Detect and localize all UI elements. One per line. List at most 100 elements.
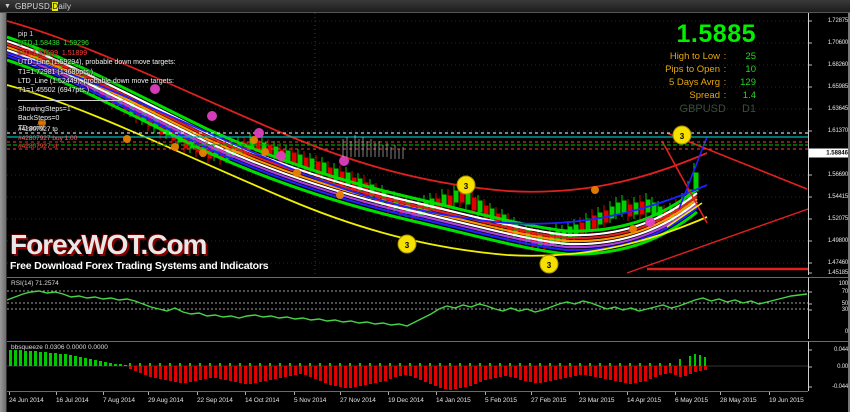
chevron-down-icon[interactable]: ▼ [4,2,11,10]
svg-text:3: 3 [405,241,410,250]
rsi-line [7,290,808,327]
utd-target-text: T1=1.72981 (13686pts.) [18,68,93,76]
stat-colon: : [723,90,727,101]
price-tick: 1.70600 [827,40,848,46]
stat-value: 25 [745,51,756,62]
price-tick: 1.56690 [827,172,848,178]
symbol-timeframe: GBPUSD D1 [665,103,756,115]
price-tick: 1.68260 [827,62,848,68]
rsi-tick: 50 [841,301,848,307]
date-tick: 6 May 2015 [675,397,708,404]
lower-envelope [7,84,708,257]
rsi-indicator-pane[interactable]: RSI(14) 71.2574 [7,277,808,339]
price-chart-pane[interactable]: 3 3 3 3 pip 1 UTD 1.58438 1.59296 [7,13,808,275]
date-tick: 27 Nov 2014 [340,397,376,404]
ltd-target-text: T1=1.45502 (6947pts.) [18,87,90,95]
signal-markers: 3 3 3 3 [397,125,692,274]
date-tick: 5 Feb 2015 [485,397,517,404]
rsi-tick: 0 [844,329,848,335]
mid-envelope [7,52,708,225]
date-tick: 14 Jan 2015 [436,397,471,404]
date-axis[interactable]: 24 Jun 2014 16 Jul 2014 7 Aug 2014 29 Au… [7,391,808,412]
back-steps-text: BackSteps=0 [18,115,60,123]
stat-value: 10 [745,64,756,75]
showing-steps-text: ShowingSteps=1 [18,105,71,113]
watermark-subtitle: Free Download Forex Trading Systems and … [10,260,269,272]
squeeze-positive-bars [9,350,127,366]
date-tick: 19 Jun 2015 [769,397,804,404]
stat-colon: : [723,64,727,75]
date-tick: 29 Aug 2014 [148,397,184,404]
price-tick: 1.65985 [827,84,848,90]
utd-row: UTD 1.58438 1.59296 [18,40,89,48]
stat-label: 5 Days Avrg [668,77,720,88]
price-info-panel-right: 1.5885 High to Low : 25 Pips to Open : 1… [665,21,756,115]
order-label-buy[interactable]: #42807927 buy 1.00 [18,135,78,142]
stat-row-pips-to-open: Pips to Open : 10 [665,63,756,76]
indicator-info-panel-left: pip 1 UTD 1.58438 1.59296 LTD 1.51699 1.… [18,30,176,133]
current-price: 1.5885 [676,20,756,48]
date-tick: 5 Nov 2014 [294,397,327,404]
price-tick: 1.47460 [827,260,848,266]
date-tick: 14 Apr 2015 [627,397,661,404]
timeframe-label: D1 [741,103,756,115]
stat-label: High to Low [669,51,720,62]
current-price-tag: 1.58846 [809,148,850,158]
info-header: pip 1 [18,31,34,38]
svg-text:3: 3 [464,182,469,191]
rsi-label: RSI(14) 71.2574 [11,280,59,287]
stat-colon: : [723,51,727,62]
trend-rays [626,132,808,274]
svg-text:3: 3 [680,132,685,141]
bbsqueeze-axis[interactable]: 0.044 0.00 -0.044 [808,341,850,391]
signal-marker: 3 [672,125,692,145]
price-tick: 1.61370 [827,128,848,134]
squeeze-negative-bars [129,366,707,390]
date-tick: 22 Sep 2014 [197,397,233,404]
channel-envelopes [7,20,708,257]
rsi-tick: 100 [838,281,849,287]
stat-row-spread: Spread : 1.4 [665,89,756,102]
bbsqueeze-indicator-pane[interactable]: bbsqueeze 0.0306 0.0000 0.0000 [7,341,808,391]
title-highlight: D [52,1,59,11]
svg-text:3: 3 [547,261,552,270]
td-point-dots [38,84,655,233]
signal-marker: 3 [539,254,559,274]
left-scroll-gutter[interactable] [0,13,7,412]
date-tick: 27 Feb 2015 [531,397,567,404]
price-tick: 1.63645 [827,106,848,112]
price-tick: 1.49800 [827,238,848,244]
stat-row-high-to-low: High to Low : 25 [665,50,756,63]
stat-colon: : [723,77,727,88]
right-gutter [848,13,850,412]
date-tick: 24 Jun 2014 [9,397,44,404]
order-label-tp[interactable]: #42807927 tp [18,126,58,133]
rsi-tick: 70 [841,289,848,295]
squeeze-tick: -0.044 [832,384,848,390]
price-axis[interactable]: 1.72875 1.70600 1.68260 1.65985 1.63645 … [808,13,850,276]
price-chart-svg: 3 3 3 3 [7,13,808,275]
chart-window-titlebar[interactable]: ▼ GBPUSD,Daily [0,0,850,13]
squeeze-tick: 0.044 [833,347,848,353]
order-label-sl[interactable]: #42807927 sl [18,143,58,150]
stat-label: Pips to Open [665,64,720,75]
info-divider [18,99,126,101]
date-tick: 14 Oct 2014 [245,397,280,404]
stat-label: Spread [689,90,720,101]
td-point-text: TD point [18,124,45,132]
date-tick: 28 May 2015 [720,397,757,404]
fractal-cluster [342,135,404,159]
chart-window-title: GBPUSD,Daily [14,1,72,11]
date-tick: 16 Jul 2014 [56,397,89,404]
bbsqueeze-chart-svg [7,342,808,391]
watermark: ForexWOT.Com Free Download Forex Trading… [10,229,269,273]
watermark-title: ForexWOT.Com [10,229,207,260]
rsi-axis[interactable]: 100 70 50 30 0 [808,277,850,339]
stat-value: 129 [740,77,756,88]
date-tick: 7 Aug 2014 [103,397,135,404]
ltd-line-text: LTD_Line (1.52449), probable down move t… [18,78,174,86]
signal-marker: 3 [397,234,417,254]
squeeze-momentum-ticks [129,354,706,366]
date-tick: 23 Mar 2015 [579,397,615,404]
